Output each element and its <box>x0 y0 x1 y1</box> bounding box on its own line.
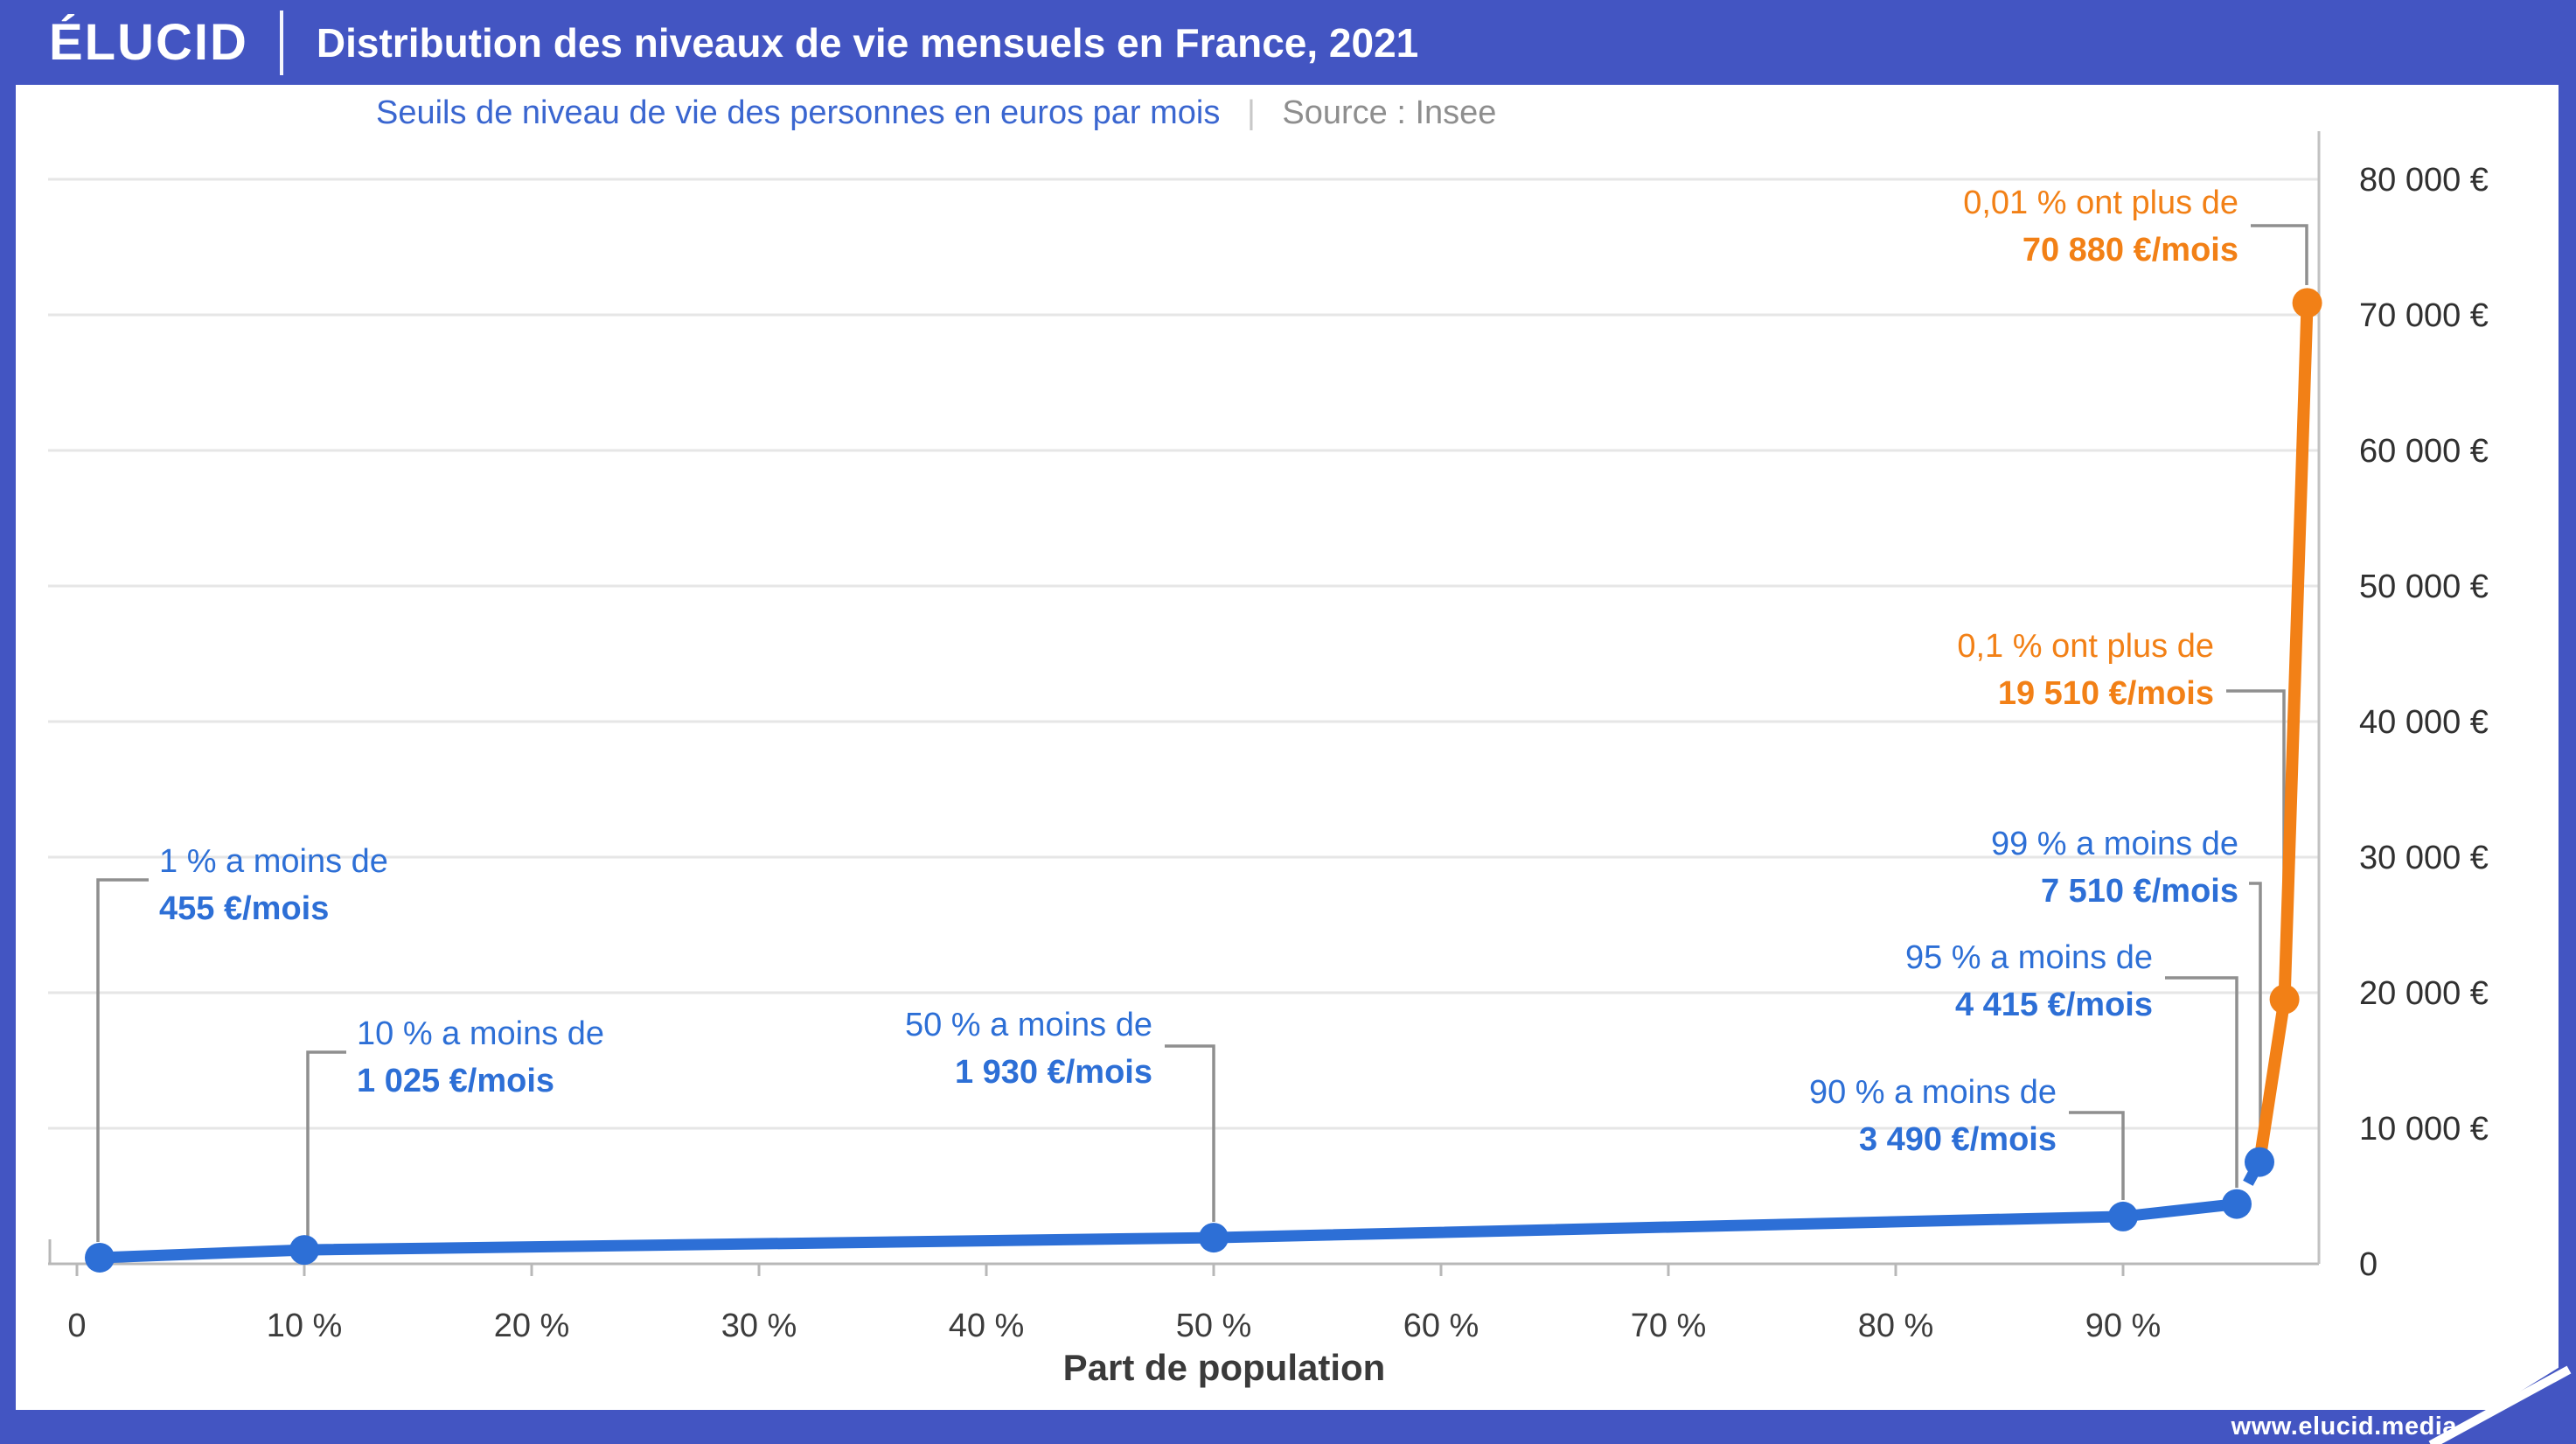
subtitle-separator: | <box>1246 94 1256 131</box>
footer-bar <box>0 1410 2576 1444</box>
annotation-text: 1 % a moins de <box>159 843 388 880</box>
annotation-value: 1 025 €/mois <box>357 1063 555 1099</box>
blue-data-point <box>289 1235 319 1266</box>
annotation-90pct: 90 % a moins de 3 490 €/mois <box>1809 1069 2057 1163</box>
orange-data-point <box>2269 984 2300 1015</box>
annotation-text: 50 % a moins de <box>904 1007 1152 1043</box>
annotation-connector <box>306 1050 346 1236</box>
annotation-text: 90 % a moins de <box>1808 1074 2057 1111</box>
annotation-connector <box>1165 1044 1215 1222</box>
annotation-text: 10 % a moins de <box>357 1015 605 1052</box>
annotation-value: 455 €/mois <box>159 890 330 927</box>
x-tick-label: 10 % <box>267 1308 343 1344</box>
header-bar: ÉLUCID Distribution des niveaux de vie m… <box>0 0 2576 85</box>
annotation-0_1pct: 0,1 % ont plus de 19 510 €/mois <box>1957 623 2214 717</box>
blue-data-point <box>85 1242 115 1273</box>
annotation-connector <box>2251 224 2308 285</box>
x-tick-label: 90 % <box>2085 1308 2162 1344</box>
annotation-95pct: 95 % a moins de 4 415 €/mois <box>1905 934 2153 1029</box>
orange-curve <box>2253 296 2314 1168</box>
annotation-connector <box>2165 976 2238 1188</box>
y-tick-label: 10 000 € <box>2359 1111 2489 1148</box>
blue-data-point <box>2222 1189 2252 1219</box>
annotation-value: 19 510 €/mois <box>1997 675 2214 712</box>
x-tick-label: 60 % <box>1403 1308 1479 1344</box>
annotation-50pct: 50 % a moins de 1 930 €/mois <box>905 1001 1152 1096</box>
blue-data-point <box>1199 1223 1229 1253</box>
x-tick-label: 30 % <box>721 1308 797 1344</box>
x-tick-label: 80 % <box>1858 1308 1934 1344</box>
frame-border-right <box>2559 0 2576 1444</box>
annotation-connector <box>2069 1111 2125 1200</box>
y-tick-label: 30 000 € <box>2359 840 2489 876</box>
blue-curve-dashed-segment <box>2231 1159 2265 1207</box>
x-tick-label: 50 % <box>1176 1308 1252 1344</box>
x-tick-label: 70 % <box>1631 1308 1707 1344</box>
y-tick-label: 80 000 € <box>2359 162 2489 199</box>
annotation-text: 0,1 % ont plus de <box>1957 628 2214 665</box>
annotation-text: 95 % a moins de <box>1904 939 2153 976</box>
annotation-connector <box>2249 882 2262 1146</box>
annotation-value: 7 510 €/mois <box>2040 873 2238 910</box>
chart-subtitle: Seuils de niveau de vie des personnes en… <box>376 94 1496 132</box>
source-label: Source : Insee <box>1282 94 1497 131</box>
annotation-value: 3 490 €/mois <box>1858 1121 2057 1158</box>
x-tick-label: 0 <box>67 1308 86 1344</box>
footer-url: www.elucid.media <box>2231 1413 2457 1441</box>
annotation-text: 0,01 % ont plus de <box>1963 185 2238 221</box>
blue-curve <box>94 1198 2243 1264</box>
header-separator <box>279 10 283 75</box>
annotation-text: 99 % a moins de <box>1990 826 2238 862</box>
orange-data-point <box>2292 288 2322 318</box>
frame-border-left <box>0 0 16 1444</box>
annotation-0_01pct: 0,01 % ont plus de 70 880 €/mois <box>1963 179 2238 274</box>
y-tick-label: 20 000 € <box>2359 975 2489 1012</box>
x-tick-label: 20 % <box>494 1308 570 1344</box>
annotation-connector <box>96 878 149 1242</box>
annotation-1pct: 1 % a moins de 455 €/mois <box>159 838 388 932</box>
annotation-value: 1 930 €/mois <box>954 1054 1152 1091</box>
x-axis-label: Part de population <box>1062 1347 1386 1388</box>
blue-data-point <box>2245 1147 2274 1177</box>
y-tick-label: 0 <box>2359 1246 2378 1283</box>
x-tick-label: 40 % <box>949 1308 1025 1344</box>
chart-title: Distribution des niveaux de vie mensuels… <box>316 19 1419 66</box>
annotation-10pct: 10 % a moins de 1 025 €/mois <box>357 1010 604 1105</box>
y-tick-label: 70 000 € <box>2359 297 2489 334</box>
annotation-value: 70 880 €/mois <box>2022 232 2238 269</box>
annotation-99pct: 99 % a moins de 7 510 €/mois <box>1991 820 2238 915</box>
elucid-logo: ÉLUCID <box>49 14 248 71</box>
y-tick-label: 50 000 € <box>2359 569 2489 605</box>
subtitle-text: Seuils de niveau de vie des personnes en… <box>376 94 1221 131</box>
y-tick-label: 40 000 € <box>2359 704 2489 741</box>
blue-data-point <box>2108 1201 2138 1231</box>
y-tick-label: 60 000 € <box>2359 433 2489 470</box>
annotation-value: 4 415 €/mois <box>1954 987 2153 1023</box>
